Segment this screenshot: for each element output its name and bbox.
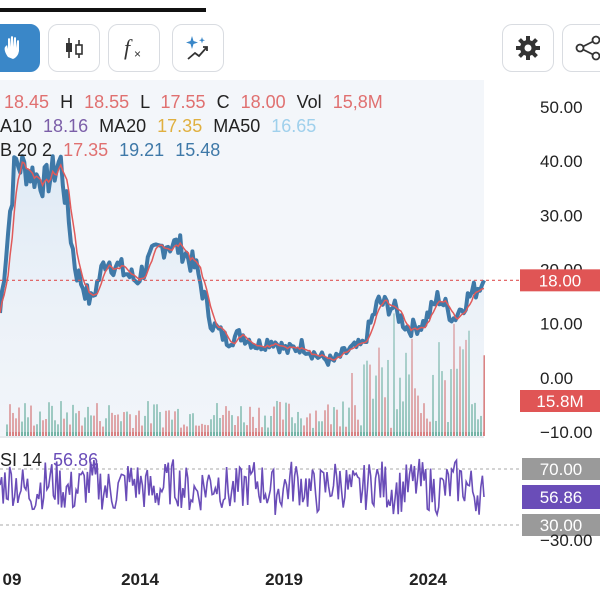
volume-value: 15,8M (333, 92, 383, 112)
ma10-label: A10 (0, 116, 32, 136)
bb-lower-value: 15.48 (175, 140, 220, 160)
svg-text:56.86: 56.86 (540, 488, 583, 507)
svg-text:×: × (134, 47, 141, 61)
open-value: 18.45 (4, 92, 49, 112)
y-tick-label: 10.00 (540, 315, 583, 334)
price-area-fill (0, 156, 484, 432)
rsi-current-tag: 56.86 (522, 485, 600, 509)
volume-label: Vol (297, 92, 322, 112)
ohlc-legend: 18.45 H 18.55 L 17.55 C 18.00 Vol 15,8M (4, 92, 383, 112)
settings-button[interactable] (502, 24, 554, 72)
y-tick-label: 40.00 (540, 152, 583, 171)
svg-text:15.8M: 15.8M (536, 392, 583, 411)
svg-text:18.45 H 18.55: 18.45 H 18.55 L 17.55 C 18.00 Vol 15,8M (4, 92, 383, 112)
close-label: C (217, 92, 230, 112)
share-button[interactable] (562, 24, 600, 72)
low-value: 17.55 (161, 92, 206, 112)
bb-upper-value: 19.21 (119, 140, 164, 160)
drawing-tool-button[interactable] (0, 24, 40, 72)
ma50-value: 16.65 (271, 116, 316, 136)
y-tick-label: 0.00 (540, 369, 573, 388)
svg-text:f: f (124, 35, 133, 60)
share-icon (575, 35, 600, 61)
volume-tag: 15.8M (520, 390, 600, 412)
y-tick-label: 30.00 (540, 206, 583, 225)
candlestick-icon (66, 38, 83, 58)
high-value: 18.55 (84, 92, 129, 112)
function-fx-icon: f × (124, 35, 141, 61)
bb-mid-value: 17.35 (63, 140, 108, 160)
x-tick-label: 09 (3, 570, 22, 589)
rsi-bottom-tick: −30.00 (540, 531, 592, 550)
x-tick-label: 2014 (121, 570, 159, 589)
ma50-label: MA50 (213, 116, 260, 136)
low-label: L (140, 92, 150, 112)
svg-text:30.00: 30.00 (540, 516, 583, 535)
high-label: H (60, 92, 73, 112)
ma20-label: MA20 (99, 116, 146, 136)
svg-text:B 20 2 17.35 19.21: B 20 2 17.35 19.21 15.48 (0, 140, 220, 160)
bb-label: B 20 2 (0, 140, 52, 160)
gear-icon (516, 36, 540, 60)
rsi-label: SI 14 (0, 450, 42, 470)
y-tick-label: −10.00 (540, 423, 592, 442)
svg-text:70.00: 70.00 (540, 460, 583, 479)
ma-legend: A10 18.16 MA20 17.35 MA50 16.65 (0, 116, 316, 136)
hand-icon (4, 36, 19, 59)
svg-text:SI 14 56.86: SI 14 56.86 (0, 450, 98, 470)
rsi-line (0, 457, 485, 518)
current-price-tag: 18.00 (520, 269, 600, 292)
rsi-70-tag: 70.00 (522, 458, 600, 480)
indicators-button[interactable]: f × (108, 24, 160, 72)
ma10-value: 18.16 (43, 116, 88, 136)
y-tick-label: 50.00 (540, 98, 583, 117)
close-value: 18.00 (241, 92, 286, 112)
ai-insights-button[interactable] (172, 24, 224, 72)
rsi-value: 56.86 (53, 450, 98, 470)
bollinger-legend: B 20 2 17.35 19.21 15.48 (0, 140, 220, 160)
price-line (0, 154, 486, 367)
sparkles-chart-icon (186, 36, 208, 60)
svg-text:18.00: 18.00 (539, 271, 582, 290)
window-top-bar (0, 8, 206, 12)
ma20-value: 17.35 (157, 116, 202, 136)
chart-type-button[interactable] (48, 24, 100, 72)
moving-average-line (0, 161, 485, 361)
x-tick-label: 2019 (265, 570, 303, 589)
svg-text:A10 18.16 MA20: A10 18.16 MA20 17.35 MA50 16.65 (0, 116, 316, 136)
rsi-30-tag: 30.00 (522, 514, 600, 536)
rsi-legend: SI 14 56.86 (0, 450, 98, 470)
x-tick-label: 2024 (409, 570, 447, 589)
